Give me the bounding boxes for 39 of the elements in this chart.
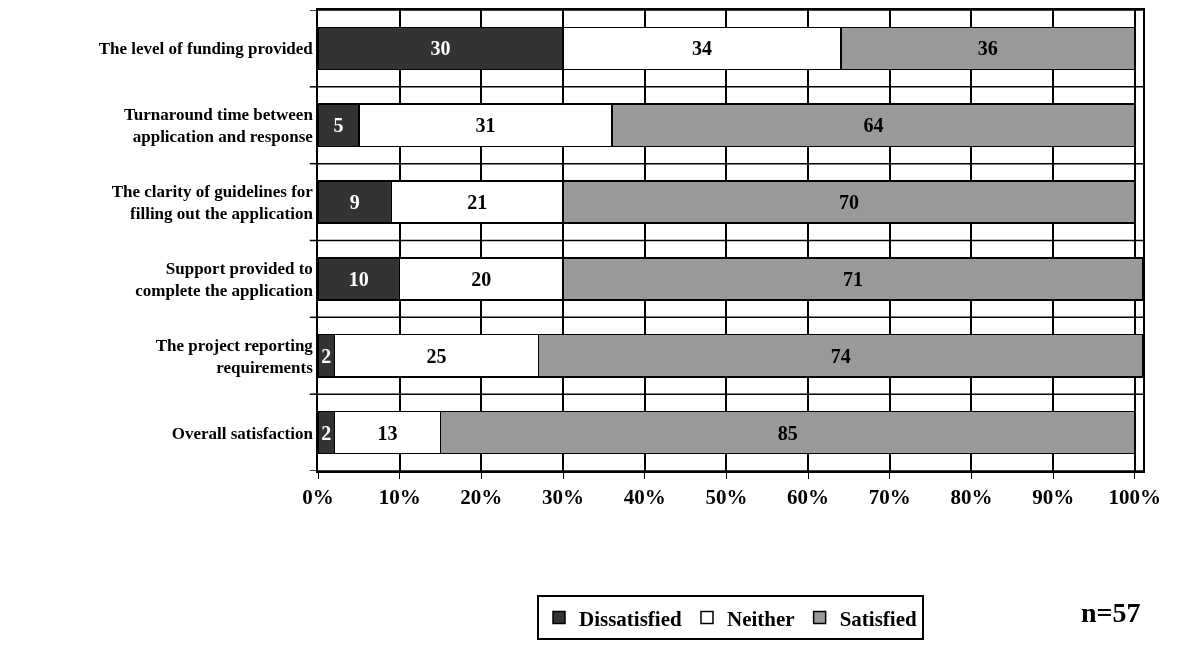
legend-label: Satisfied — [839, 606, 917, 631]
y-tick-label: The project reporting requirements — [155, 335, 314, 377]
y-tick-label: The level of funding provided — [98, 39, 314, 59]
x-tick-label: 100% — [1108, 484, 1162, 509]
y-tick-label: Support provided to complete the application — [135, 258, 314, 300]
x-tick-label: 20% — [460, 484, 503, 509]
legend-label: Neither — [726, 606, 795, 631]
data-label: 21 — [467, 191, 488, 214]
data-label: 30 — [430, 37, 451, 60]
y-tick-label: The clarity of guidelines for filling out the application — [111, 181, 314, 224]
y-tick-label: Turnaround time between application and response — [123, 105, 314, 147]
data-label: 20 — [471, 267, 492, 290]
data-label: 71 — [843, 267, 864, 290]
data-label: 25 — [426, 344, 447, 367]
x-tick-label: 30% — [542, 484, 585, 509]
x-tick-label: 80% — [950, 484, 993, 509]
x-tick-label: 50% — [705, 484, 748, 509]
data-label: 13 — [377, 421, 398, 444]
text: n=57 — [1081, 597, 1141, 628]
data-label: 36 — [977, 37, 998, 60]
data-label: 31 — [475, 114, 496, 137]
x-tick-label: 60% — [787, 484, 830, 509]
data-label: 70 — [838, 191, 859, 214]
legend-label: Dissatisfied — [579, 606, 682, 631]
x-tick-label: 40% — [623, 484, 666, 509]
data-label: 5 — [333, 114, 344, 137]
data-label: 2 — [321, 344, 332, 367]
data-label: 74 — [830, 344, 851, 367]
data-label: 34 — [691, 37, 712, 60]
data-label: 2 — [321, 421, 332, 444]
x-tick-label: 90% — [1032, 484, 1075, 509]
x-tick-label: 0% — [302, 484, 334, 509]
x-tick-label: 10% — [378, 484, 421, 509]
data-label: 9 — [349, 191, 360, 214]
x-tick-label: 70% — [868, 484, 911, 509]
y-tick-label: Overall satisfaction — [171, 423, 314, 443]
data-label: 85 — [777, 421, 798, 444]
data-label: 10 — [348, 267, 369, 290]
data-label: 64 — [863, 114, 884, 137]
